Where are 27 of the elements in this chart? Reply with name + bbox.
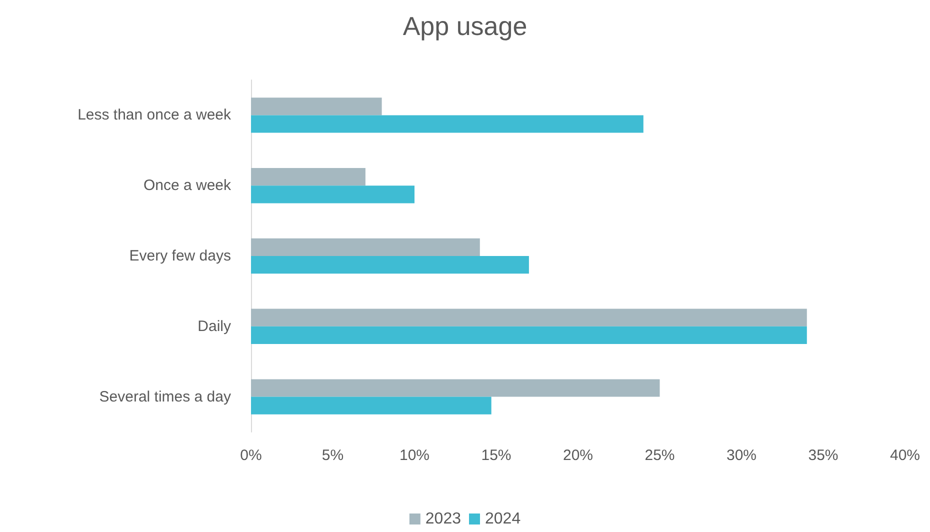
y-tick-label: Less than once a week [78,106,232,124]
x-tick-label: 30% [726,447,757,464]
bar [251,396,492,414]
x-tick-label: 0% [240,447,262,464]
bar [251,326,807,344]
chart-title: App usage [402,11,528,41]
x-tick-label: 5% [322,447,344,464]
legend-label: 2023 [425,510,462,528]
y-tick-label: Once a week [143,177,232,194]
x-tick-label: 15% [481,447,512,464]
y-tick-label: Daily [198,318,232,335]
x-tick-label: 40% [890,447,920,464]
x-tick-label: 25% [644,447,675,464]
y-tick-label: Several times a day [99,388,232,406]
bar [251,308,807,326]
legend-label: 2024 [485,510,521,528]
bar [251,238,480,256]
y-tick-label: Every few days [129,248,231,264]
bar [251,168,366,186]
bar [251,98,382,116]
x-tick-label: 20% [562,447,594,464]
bar [251,379,660,397]
bar [251,186,414,204]
x-tick-label: 10% [399,447,430,464]
bar [251,256,529,274]
x-tick-label: 35% [808,447,838,464]
bar [251,115,644,133]
